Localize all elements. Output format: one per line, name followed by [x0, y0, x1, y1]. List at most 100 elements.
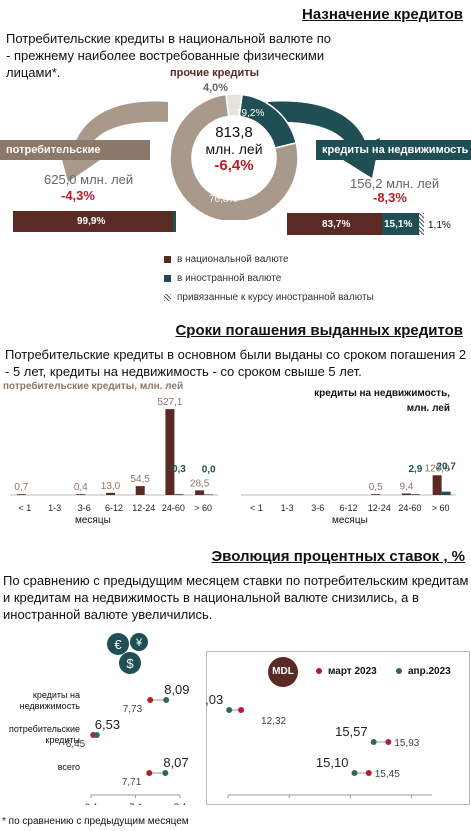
foreign-rate-dot-march-0 — [147, 697, 154, 703]
mdl-rate-dot-april-2 — [351, 770, 358, 776]
consumer-mat-bar-nat-0 — [16, 494, 26, 495]
consumer-mat-bar-nat-6 — [195, 490, 205, 495]
footnote: * по сравнению с предыдущим месяцем — [2, 816, 189, 827]
mdl-rate-march-label-1: 15,93 — [394, 738, 419, 749]
realestate-maturity-chart: < 1 1-3 3-6 6-12 12-24 24-60 > 60 0,5 9,4 120,92,… — [241, 462, 456, 513]
consumer-mat-tick-1: 1-3 — [48, 503, 61, 513]
section3-title: Эволюция процентных ставок , % — [211, 548, 465, 565]
realestate-mat-label-nat-4: 0,5 — [369, 482, 383, 493]
consumer-mat-tick-3: 6-12 — [105, 503, 123, 513]
consumer-mat-bar-nat-4 — [135, 486, 145, 495]
foreign-rate-dot-march-2 — [146, 770, 153, 776]
svg-text:€: € — [114, 637, 122, 652]
consumer-mat-label-nat-5: 527,1 — [157, 397, 182, 408]
mdl-rate-dot-march-2 — [365, 770, 372, 776]
total-value: 813,8 — [215, 124, 253, 141]
realestate-maturity-title: кредиты на недвижимость, млн. лей — [314, 388, 450, 414]
legend-item-national: в национальной валюте — [164, 254, 289, 265]
section2-intro: Потребительские кредиты в основном были … — [5, 347, 467, 379]
foreign-rate-dot-april-0 — [163, 697, 170, 703]
realestate-share-label: 19,2% — [236, 108, 265, 119]
donut-chart-area — [58, 93, 380, 220]
currency-coins-icon: € ¥ $ — [107, 633, 148, 674]
consumer-share-label: 76,8% — [209, 194, 238, 205]
total-change: -6,4% — [214, 157, 254, 174]
legend-swatch-pegged — [164, 293, 171, 301]
consumer-mat-label-nat-4: 54,5 — [130, 474, 150, 485]
donut-hole — [193, 117, 275, 199]
realestate-mat-bar-nat-6 — [432, 475, 442, 495]
realestate-mat-bar-nat-5 — [401, 493, 411, 495]
legend-item-foreign: в иностранной валюте — [164, 273, 281, 284]
consumer-mat-bar-nat-5 — [165, 409, 175, 495]
realestate-mat-bar-fx-5 — [410, 494, 420, 495]
consumer-mat-bar-fx-5 — [174, 494, 184, 495]
foreign-rate-april-label-0: 8,09 — [164, 682, 189, 697]
foreign-rate-tick-1: 7,4 — [129, 802, 142, 805]
mdl-rate-tick-2: 15,0 — [342, 802, 360, 803]
consumer-mat-bar-fx-6 — [204, 494, 214, 495]
legend-april: апр.2023 — [396, 666, 451, 677]
consumer-mat-bar-nat-2 — [76, 494, 86, 495]
consumer-mat-label-fx-5: 0,3 — [172, 464, 186, 475]
maturity-charts: < 1 1-3 3-6 6-12 12-24 24-60 > 60 0,7 0,4 13,0 54,… — [10, 397, 456, 513]
consumer-mat-tick-2: 3-6 — [78, 503, 91, 513]
realestate-xlabel: месяцы — [332, 515, 368, 526]
consumer-xlabel: месяцы — [75, 515, 111, 526]
consumer-mat-tick-6: > 60 — [194, 503, 212, 513]
total-unit: млн. лей — [205, 141, 263, 157]
mdl-rate-dot-april-0 — [226, 707, 233, 713]
consumer-mat-bar-nat-3 — [106, 492, 115, 495]
consumer-bar-label: 99,9% — [77, 216, 106, 227]
mdl-rate-april-label-0: 12,03 — [206, 692, 223, 707]
consumer-composition-bar: 99,9% — [13, 211, 176, 232]
mdl-rate-dot-march-1 — [385, 739, 392, 745]
foreign-rate-april-label-1: 6,53 — [95, 717, 120, 732]
foreign-rate-april-label-2: 8,07 — [163, 755, 188, 770]
section3-intro: По сравнению с предыдущим месяцем ставки… — [3, 573, 469, 622]
donut-slice-consumer — [169, 93, 299, 220]
consumer-change: -4,3% — [61, 188, 95, 203]
mdl-rate-march-label-0: 12,32 — [261, 716, 286, 727]
foreign-rate-dot-april-1 — [93, 732, 100, 738]
realestate-fx-label: 15,1% — [384, 219, 413, 230]
realestate-pegged-segment — [419, 213, 424, 235]
realestate-mat-tick-5: 24-60 — [398, 503, 421, 513]
realestate-composition-bar: 83,7% 15,1% — [287, 213, 424, 235]
consumer-fx-segment — [173, 211, 176, 232]
consumer-amount: 625,0 млн. лей — [44, 172, 134, 187]
consumer-maturity-title: потребительские кредиты, млн. лей — [3, 381, 184, 392]
mdl-rate-dot-april-1 — [370, 739, 377, 745]
consumer-maturity-chart: < 1 1-3 3-6 6-12 12-24 24-60 > 60 0,7 0,4 13,0 54,… — [10, 397, 218, 513]
legend-dot-april — [396, 668, 402, 675]
mdl-rates-chart: 12,0 13,5 15,0 16,5 12,03 12,32 15,57 15,93 15,1… — [206, 692, 432, 803]
left-row-label-total: всего — [57, 762, 80, 772]
foreign-rate-march-label-1: 6,45 — [66, 739, 86, 750]
donut — [169, 93, 299, 220]
consumer-mat-label-fx-6: 0,0 — [202, 464, 216, 475]
mdl-rates-panel — [206, 651, 470, 805]
consumer-mat-tick-0: < 1 — [18, 503, 31, 513]
left-row-label-consumer: потребительские кредиты — [8, 724, 80, 745]
left-row-label-realestate: кредиты на недвижимость — [19, 690, 80, 711]
mdl-rate-april-label-1: 15,57 — [335, 724, 368, 739]
mdl-rate-dot-march-0 — [238, 707, 245, 713]
foreign-rate-march-label-0: 7,73 — [123, 704, 143, 715]
foreign-rate-march-label-2: 7,71 — [122, 777, 142, 788]
realestate-nat-label: 83,7% — [322, 219, 351, 230]
other-loans-label: прочие кредиты — [170, 67, 259, 79]
section1-title: Назначение кредитов — [302, 6, 463, 23]
realestate-mat-bar-fx-6 — [441, 491, 451, 495]
mdl-rate-tick-0: 12,0 — [219, 802, 237, 803]
realestate-mat-label-fx-6: 20,7 — [436, 462, 456, 473]
consumer-mat-label-nat-2: 0,4 — [74, 482, 88, 493]
legend-march: март 2023 — [316, 666, 377, 677]
legend-swatch-foreign — [164, 274, 171, 282]
realestate-mat-tick-3: 6-12 — [339, 503, 357, 513]
svg-text:¥: ¥ — [135, 637, 143, 649]
consumer-loans-tag: потребительские кредиты — [0, 140, 150, 176]
consumer-mat-label-nat-0: 0,7 — [14, 482, 28, 493]
realestate-mat-label-nat-5: 9,4 — [399, 481, 413, 492]
realestate-change: -8,3% — [373, 190, 407, 205]
realestate-mat-bar-nat-4 — [371, 494, 381, 495]
